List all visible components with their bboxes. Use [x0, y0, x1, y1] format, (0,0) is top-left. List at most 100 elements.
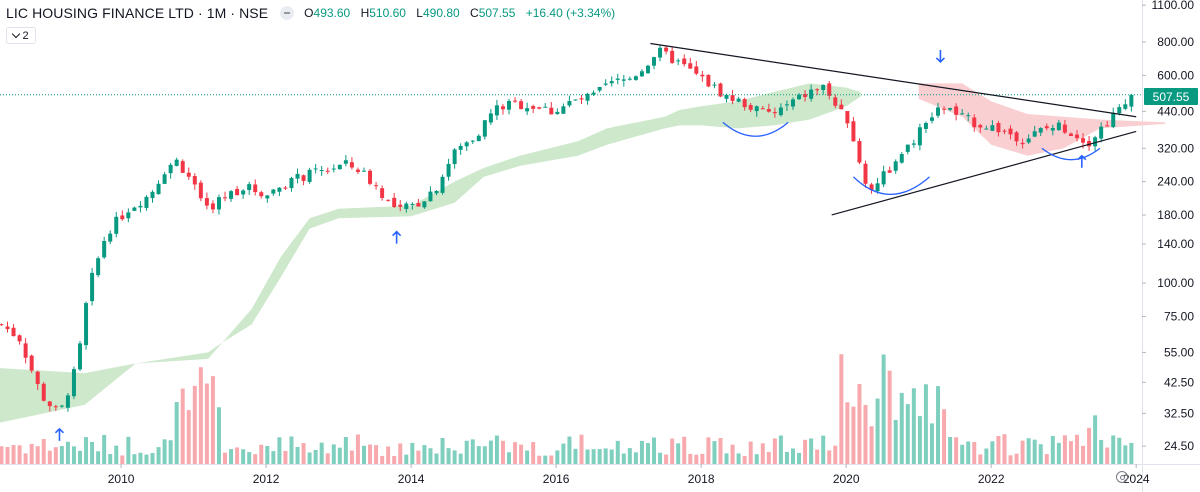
- volume-bar: [923, 384, 928, 464]
- volume-bar: [349, 450, 354, 464]
- candle: [349, 162, 354, 168]
- volume-bar: [966, 441, 971, 464]
- candle: [265, 195, 270, 199]
- volume-bar: [458, 453, 463, 464]
- volume-bar: [138, 452, 143, 464]
- candle: [35, 371, 40, 385]
- volume-bar: [47, 450, 52, 464]
- volume-bar: [936, 386, 941, 464]
- volume-bar: [180, 388, 185, 464]
- volume-bar: [591, 449, 596, 464]
- candle: [839, 104, 844, 110]
- volume-bar: [392, 455, 397, 464]
- volume-bar: [682, 436, 687, 464]
- volume-bar: [29, 443, 34, 464]
- candle: [579, 98, 584, 100]
- candle: [253, 184, 258, 193]
- candle: [664, 47, 669, 52]
- volume-bar: [78, 450, 82, 464]
- candle: [235, 189, 240, 196]
- chart-header: LIC HOUSING FINANCE LTD · 1M · NSE O493.…: [6, 4, 622, 22]
- y-tick-label: 240.00: [1157, 175, 1194, 189]
- candle: [434, 191, 439, 194]
- volume-bar: [120, 455, 125, 464]
- candle: [404, 203, 409, 210]
- symbol-title[interactable]: LIC HOUSING FINANCE LTD · 1M · NSE: [6, 5, 269, 21]
- volume-bar: [525, 450, 530, 464]
- volume-bar: [972, 442, 977, 464]
- candle: [1087, 141, 1092, 147]
- candle: [289, 178, 294, 189]
- candle: [11, 327, 16, 337]
- volume-bar: [241, 449, 246, 464]
- candle: [525, 108, 530, 112]
- candle: [500, 106, 505, 110]
- close-label: C: [470, 6, 479, 20]
- volume-bar: [1117, 437, 1122, 464]
- volume-bar: [11, 445, 16, 464]
- cloud-bearish: [918, 83, 1166, 156]
- volume-bar: [948, 436, 953, 464]
- candle: [621, 79, 626, 81]
- candle: [5, 326, 10, 330]
- candle: [803, 94, 808, 98]
- candle: [754, 106, 759, 112]
- volume-bar: [597, 449, 602, 464]
- volume-bar: [507, 452, 511, 464]
- volume-bar: [1014, 453, 1019, 464]
- volume-bar: [422, 445, 427, 464]
- candle: [192, 175, 197, 185]
- volume-bar: [1002, 434, 1007, 464]
- candle: [923, 123, 928, 129]
- candle: [368, 170, 373, 184]
- volume-bar: [126, 436, 131, 464]
- ohlc-readout: O493.60 H510.60 L490.80 C507.55 +16.40 (…: [304, 6, 622, 20]
- last-price-label: 507.55: [1144, 88, 1198, 105]
- indicators-toggle-button[interactable]: 2: [6, 27, 36, 44]
- volume-bar: [398, 443, 403, 464]
- candle: [748, 105, 753, 110]
- volume-bar: [90, 441, 95, 464]
- volume-bar: [537, 455, 542, 464]
- candle: [301, 175, 306, 181]
- volume-bar: [259, 444, 264, 464]
- volume-bar: [1087, 427, 1092, 464]
- candle: [307, 169, 312, 182]
- candle: [1062, 124, 1067, 133]
- candle: [1056, 122, 1061, 131]
- axes: 1100.00 800.00 600.00 440.00 320.00 240.00 180…: [108, 0, 1195, 486]
- volume-bar: [96, 451, 101, 464]
- settings-gear-icon[interactable]: [1116, 471, 1128, 483]
- volume-bar: [494, 435, 499, 464]
- volume-bar: [639, 440, 644, 464]
- candle: [809, 89, 814, 99]
- volume-bar: [1111, 435, 1116, 464]
- candle: [797, 94, 802, 100]
- volume-bar: [585, 449, 590, 464]
- candle: [724, 94, 729, 99]
- x-tick-label: 2010: [108, 472, 135, 486]
- candle: [531, 106, 536, 109]
- volume-bar: [797, 452, 802, 464]
- candle: [229, 191, 234, 199]
- candle: [1008, 128, 1013, 135]
- volume-bar: [754, 454, 759, 464]
- candle: [241, 190, 246, 195]
- volume-bar: [549, 455, 554, 464]
- candle: [1026, 138, 1031, 143]
- candle: [573, 99, 578, 101]
- candle: [658, 47, 663, 58]
- volume-bar: [1056, 442, 1061, 464]
- candle: [1020, 142, 1025, 145]
- x-tick-label: 2022: [978, 472, 1005, 486]
- low-label: L: [416, 6, 423, 20]
- candle: [954, 106, 959, 115]
- candle: [706, 74, 711, 87]
- candle: [162, 174, 167, 184]
- y-tick-label: 140.00: [1157, 237, 1194, 251]
- volume-bar: [247, 452, 252, 464]
- candle: [1123, 104, 1128, 109]
- candle: [386, 199, 391, 201]
- volume-bar: [954, 437, 959, 464]
